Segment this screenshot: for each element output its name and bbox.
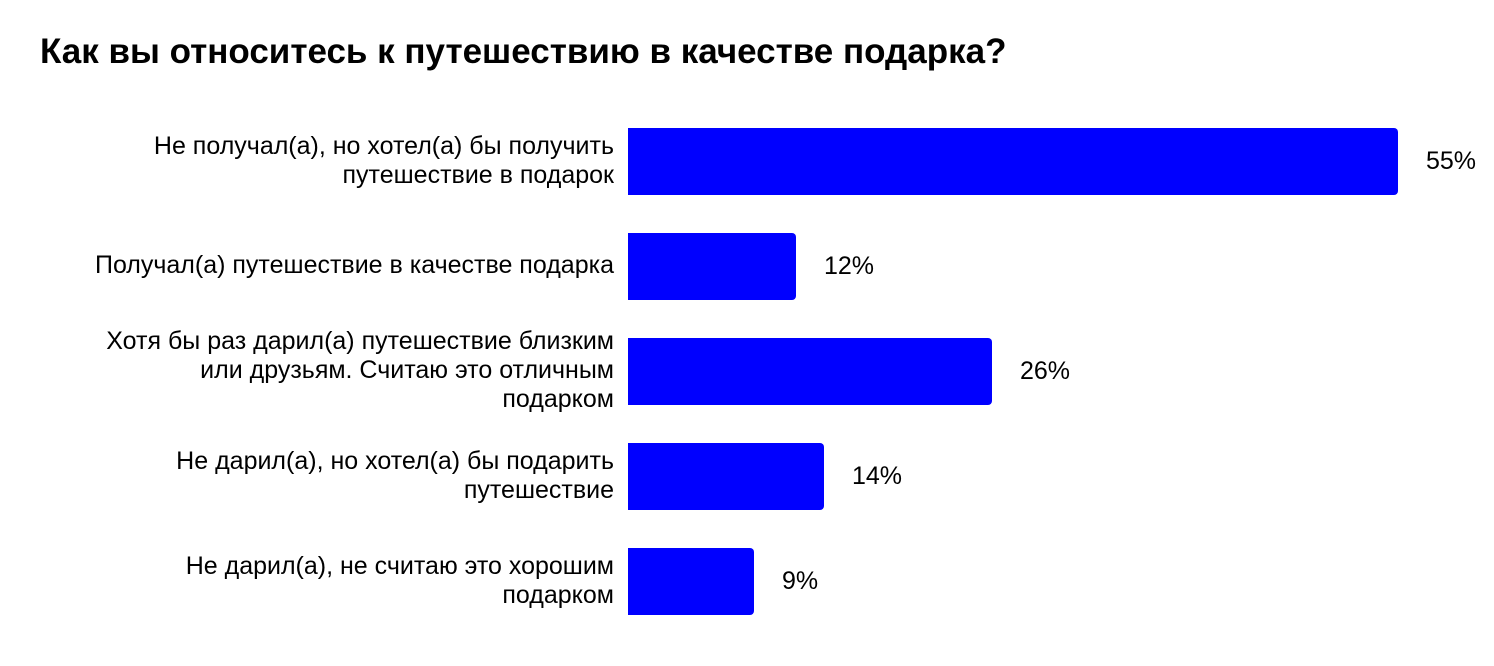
bar-1 <box>628 128 1398 195</box>
value-label-4: 14% <box>852 461 903 490</box>
value-label-5: 9% <box>782 566 819 595</box>
bar-3 <box>628 338 992 405</box>
category-label-3: Хотя бы раз дарил(а) путешествие близким… <box>106 327 614 413</box>
category-label-4: Не дарил(а), но хотел(а) бы подарить пут… <box>176 446 614 504</box>
value-label-3: 26% <box>1020 356 1071 385</box>
bar-4 <box>628 443 824 510</box>
category-label-2: Получал(а) путешествие в качестве подарк… <box>94 251 614 279</box>
category-label-5: Не дарил(а), не считаю это хорошим подар… <box>185 551 614 609</box>
bar-5 <box>628 548 754 615</box>
chart-title: Как вы относитесь к путешествию в качест… <box>40 32 1007 71</box>
category-label-1: Не получал(а), но хотел(а) бы получить п… <box>153 131 614 189</box>
value-label-2: 12% <box>824 251 875 280</box>
bar-2 <box>628 233 796 300</box>
value-label-1: 55% <box>1426 146 1477 175</box>
